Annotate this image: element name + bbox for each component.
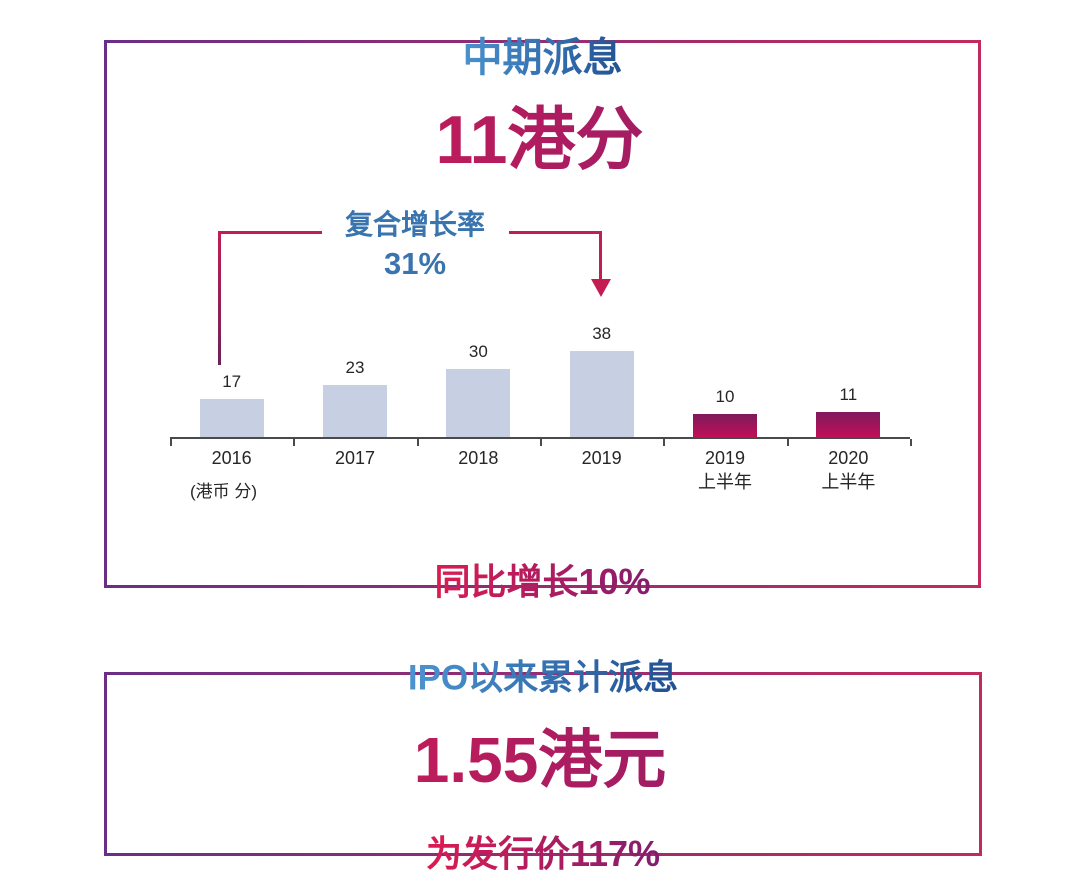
chart-bar-2020上半年	[816, 412, 881, 437]
chart-bar-2016	[199, 399, 264, 437]
arrow-down-icon	[591, 279, 611, 297]
cagr-label: 复合增长率	[344, 209, 485, 240]
axis-category-label: 2020 上半年	[821, 448, 876, 492]
axis-tick	[416, 439, 419, 446]
cagr-bracket-line-down-left	[218, 231, 221, 365]
axis-category-label: 2019	[581, 448, 622, 468]
axis-category-label: 2019 上半年	[698, 448, 752, 492]
bar-value-label: 23	[345, 358, 365, 377]
chart-bar-2019	[569, 351, 634, 437]
bar-value-label: 38	[592, 324, 612, 343]
currency-unit-note: (港币 分)	[190, 482, 258, 501]
axis-tick	[910, 439, 912, 446]
bar-value-label: 11	[839, 385, 858, 404]
yoy-growth-text: 同比增长10%	[412, 553, 672, 605]
x-axis-line	[170, 437, 910, 439]
cagr-bracket-line-down-right	[599, 231, 602, 279]
ipo-cumulative-headline: 1.55港元	[104, 722, 976, 799]
chart-bar-2019上半年	[693, 414, 757, 437]
issue-price-ratio-text: 为发行价117%	[404, 825, 682, 877]
axis-tick	[170, 439, 172, 446]
bar-value-label: 30	[468, 342, 488, 361]
axis-tick	[540, 439, 542, 446]
axis-category-label: 2018	[458, 448, 499, 468]
cagr-bracket-line-right	[509, 231, 602, 234]
cagr-value: 31%	[383, 246, 447, 281]
cagr-annotation: 复合增长率 31%	[315, 208, 515, 282]
axis-category-label: 2017	[334, 448, 376, 468]
interim-dividend-box: 中期派息 同比增长10%	[104, 36, 981, 602]
bar-value-label: 10	[715, 387, 735, 406]
axis-tick	[293, 439, 296, 446]
axis-category-label: 2016	[211, 448, 252, 468]
ipo-box-title: IPO以来累计派息	[386, 650, 700, 701]
chart-bar-2017	[323, 385, 387, 437]
cagr-bracket-line-left	[219, 231, 322, 234]
interim-box-title: 中期派息	[441, 25, 645, 83]
chart-bar-2018	[446, 369, 511, 437]
interim-dividend-headline: 11港分	[104, 100, 975, 182]
ipo-cumulative-box: IPO以来累计派息 为发行价117%	[104, 659, 982, 874]
axis-tick	[663, 439, 666, 446]
axis-tick	[786, 439, 789, 446]
bar-value-label: 17	[222, 372, 242, 391]
